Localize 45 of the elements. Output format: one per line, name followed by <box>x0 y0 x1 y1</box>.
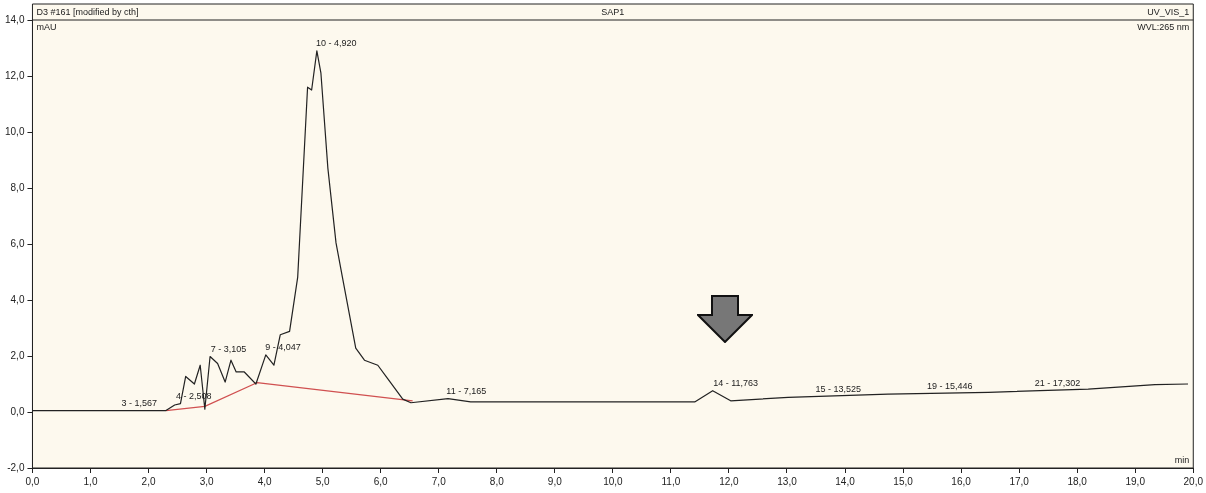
annotation: 15 - 13,525 <box>815 383 861 394</box>
x-tick-label: 13,0 <box>777 475 798 487</box>
annotation: 19 - 15,446 <box>926 380 973 391</box>
y-tick-label: 4,0 <box>10 293 25 305</box>
x-tick-label: 0,0 <box>25 475 40 487</box>
x-tick-label: 6,0 <box>373 475 389 487</box>
annotation: 3 - 1,567 <box>121 397 157 408</box>
x-tick-label: 2,0 <box>141 475 156 487</box>
annotation: 9 - 4,047 <box>265 341 301 352</box>
x-tick-label: 17,0 <box>1009 475 1030 487</box>
x-tick-label: 11,0 <box>661 475 681 487</box>
x-tick-label: 8,0 <box>489 475 505 487</box>
y-tick-label: 8,0 <box>10 181 25 193</box>
x-tick-label: 1,0 <box>83 475 98 487</box>
x-axis-title: min <box>1174 454 1190 465</box>
x-tick-label: 18,0 <box>1067 475 1088 487</box>
x-tick-label: 19,0 <box>1125 475 1146 487</box>
y-tick-label: 14,0 <box>4 13 25 25</box>
x-tick-label: 10,0 <box>603 475 624 487</box>
annotation: 11 - 7,165 <box>446 385 487 396</box>
x-tick-label: 9,0 <box>547 475 563 487</box>
annotation: 14 - 11,763 <box>713 377 759 388</box>
y-tick-label: 12,0 <box>4 69 25 81</box>
y-tick-label: 2,0 <box>10 349 25 361</box>
annotation: 7 - 3,105 <box>210 343 247 354</box>
chart-title: SAP1 <box>601 6 625 17</box>
x-tick-label: 12,0 <box>719 475 740 487</box>
x-tick-label: 3,0 <box>199 475 214 487</box>
x-tick-label: 15,0 <box>893 475 914 487</box>
y-tick-label: 0,0 <box>10 405 25 417</box>
x-tick-label: 16,0 <box>951 475 972 487</box>
x-tick-label: 7,0 <box>431 475 447 487</box>
y-tick-label: -2,0 <box>7 461 25 473</box>
x-tick-label: 20,0 <box>1183 475 1204 487</box>
y-tick-label: 10,0 <box>4 125 25 137</box>
y-tick-label: 6,0 <box>10 237 25 249</box>
x-tick-label: 14,0 <box>835 475 856 487</box>
y-axis-title: mAU <box>36 21 57 32</box>
annotation: 21 - 17,302 <box>1034 377 1081 388</box>
chart-subtitle: D3 #161 [modified by cth] <box>36 6 139 17</box>
x-tick-label: 4,0 <box>257 475 273 487</box>
x-tick-label: 5,0 <box>315 475 331 487</box>
text: UV_VIS_1 <box>1147 6 1190 17</box>
annotation: WVL:265 nm <box>1137 21 1190 32</box>
annotation: 10 - 4,920 <box>316 37 357 48</box>
